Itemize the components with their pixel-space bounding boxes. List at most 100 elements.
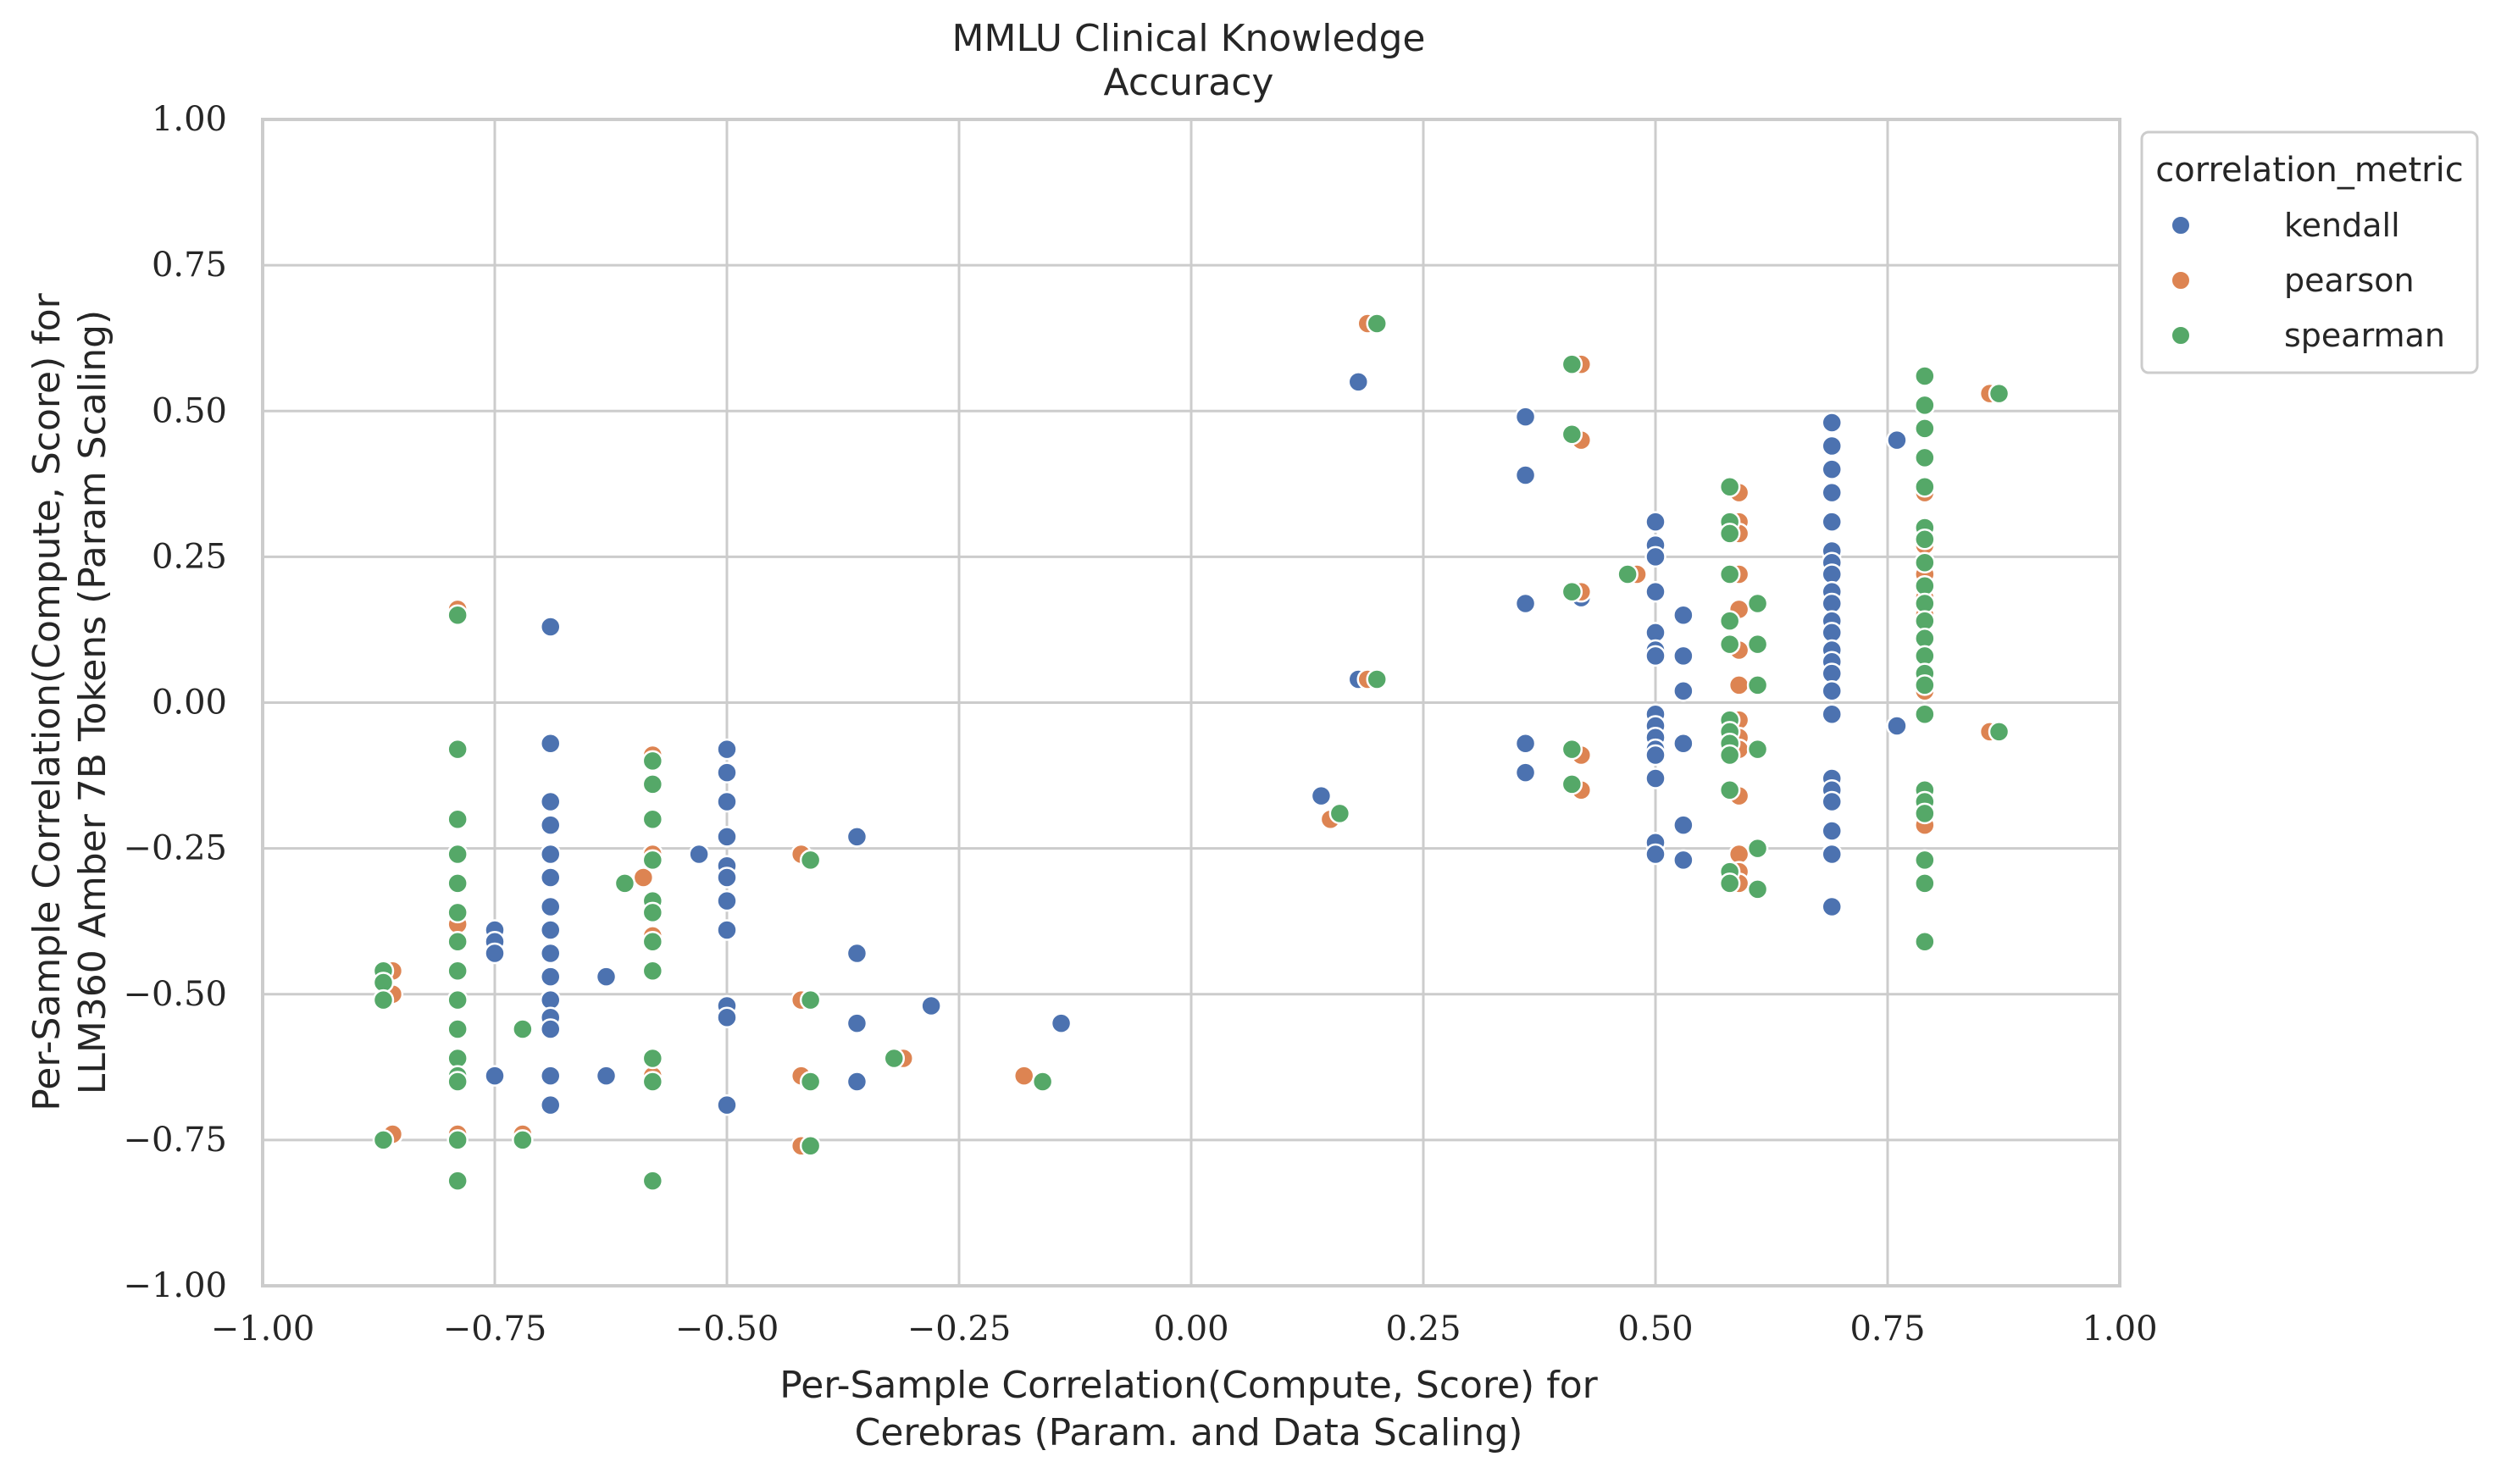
x-tick-label: −1.00 — [211, 1310, 315, 1348]
spearman-point — [1718, 476, 1741, 498]
kendall-point — [484, 1065, 506, 1087]
kendall-point — [540, 1094, 562, 1116]
plot-frame — [261, 118, 2121, 1287]
kendall-point — [595, 966, 618, 988]
kendall-point — [1514, 464, 1537, 486]
spearman-point — [641, 901, 664, 924]
kendall-point — [1821, 843, 1843, 866]
legend-label-kendall: kendall — [2284, 207, 2400, 244]
kendall-point — [540, 895, 562, 918]
spearman-point — [1718, 633, 1741, 656]
data-points — [372, 313, 2010, 1192]
kendall-point — [716, 761, 738, 784]
kendall-point — [1514, 761, 1537, 784]
kendall-point — [1821, 820, 1843, 842]
kendall-point — [1672, 645, 1694, 667]
spearman-point — [446, 1071, 469, 1093]
kendall-point — [1672, 679, 1694, 702]
kendall-point — [716, 919, 738, 941]
spearman-point — [1031, 1071, 1054, 1093]
x-tick-label: 0.25 — [1385, 1310, 1461, 1348]
kendall-point — [716, 1006, 738, 1029]
spearman-point — [1914, 872, 1936, 894]
spearman-point — [446, 1170, 469, 1192]
y-tick-label: 0.50 — [152, 391, 227, 430]
spearman-point — [1718, 610, 1741, 632]
legend-items: kendall pearson spearman — [2171, 207, 2445, 354]
spearman-point — [641, 773, 664, 795]
spearman-point — [641, 1170, 664, 1192]
spearman-point — [1988, 721, 2010, 743]
kendall-point — [1821, 481, 1843, 504]
x-tick-label: −0.75 — [443, 1310, 547, 1348]
spearman-point — [446, 872, 469, 894]
spearman-point — [641, 849, 664, 872]
spearman-point — [1914, 849, 1936, 872]
y-axis-label-line-2: LLM360 Amber 7B Tokens (Param Scaling) — [71, 310, 114, 1094]
y-axis-label: Per-Sample Correlation(Compute, Score) f… — [25, 292, 114, 1110]
series-kendall — [484, 371, 1908, 1116]
y-tick-label: 0.00 — [152, 684, 227, 723]
kendall-point — [540, 1018, 562, 1040]
kendall-point — [716, 889, 738, 912]
kendall-point — [1821, 895, 1843, 918]
y-tick-label: −0.25 — [123, 829, 227, 868]
x-tick-label: 1.00 — [2082, 1310, 2157, 1348]
kendall-point — [1672, 814, 1694, 836]
spearman-point — [446, 808, 469, 830]
spearman-point — [641, 1071, 664, 1093]
spearman-point — [1718, 744, 1741, 767]
spearman-point — [1718, 779, 1741, 801]
spearman-point — [1914, 674, 1936, 696]
spearman-point — [446, 738, 469, 761]
spearman-point — [1746, 674, 1769, 696]
y-tick-label: 1.00 — [152, 100, 227, 139]
spearman-point — [1914, 551, 1936, 574]
kendall-point — [1644, 545, 1666, 568]
legend-marker-spearman — [2171, 325, 2191, 346]
kendall-point — [1514, 592, 1537, 615]
spearman-point — [799, 1135, 822, 1157]
y-tick-label: 0.75 — [152, 246, 227, 285]
spearman-point — [1746, 878, 1769, 900]
spearman-point — [799, 988, 822, 1011]
kendall-point — [716, 1094, 738, 1116]
spearman-point — [1914, 802, 1936, 825]
x-tick-label: −0.50 — [675, 1310, 779, 1348]
spearman-point — [512, 1018, 534, 1040]
pearson-point — [1012, 1065, 1035, 1087]
kendall-point — [540, 616, 562, 638]
spearman-point — [1914, 703, 1936, 726]
spearman-point — [1366, 313, 1388, 335]
y-tick-label: −1.00 — [123, 1266, 227, 1305]
kendall-point — [846, 826, 868, 848]
kendall-point — [1821, 435, 1843, 457]
spearman-point — [1746, 837, 1769, 860]
kendall-point — [716, 867, 738, 889]
kendall-point — [540, 919, 562, 941]
kendall-point — [1310, 784, 1333, 807]
x-axis-label: Per-Sample Correlation(Compute, Score) f… — [779, 1364, 1598, 1454]
kendall-point — [540, 1065, 562, 1087]
kendall-point — [1821, 790, 1843, 813]
spearman-point — [1561, 424, 1583, 446]
kendall-point — [1821, 412, 1843, 434]
kendall-point — [595, 1065, 618, 1087]
kendall-point — [540, 942, 562, 965]
pearson-point — [632, 867, 655, 889]
kendall-point — [1672, 849, 1694, 872]
spearman-point — [446, 1018, 469, 1040]
kendall-point — [1644, 511, 1666, 533]
kendall-point — [1644, 744, 1666, 767]
kendall-point — [1821, 511, 1843, 533]
spearman-point — [1561, 353, 1583, 375]
spearman-point — [446, 988, 469, 1011]
kendall-point — [1821, 458, 1843, 480]
x-tick-label: 0.50 — [1617, 1310, 1693, 1348]
x-tick-label: 0.75 — [1849, 1310, 1925, 1348]
kendall-point — [540, 790, 562, 813]
y-tick-label: −0.75 — [123, 1121, 227, 1160]
kendall-point — [1821, 679, 1843, 702]
spearman-point — [883, 1047, 906, 1070]
kendall-point — [1672, 604, 1694, 626]
